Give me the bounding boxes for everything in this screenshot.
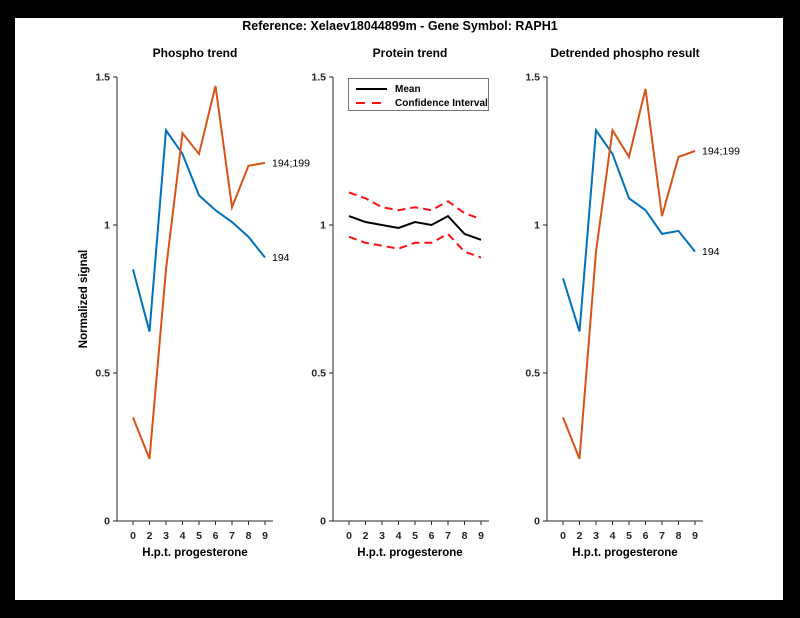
svg-text:194;199: 194;199 <box>272 157 310 169</box>
legend-label-confidence-interval: Confidence Interval <box>395 97 488 109</box>
svg-text:7: 7 <box>445 530 451 542</box>
svg-text:3: 3 <box>163 530 169 542</box>
svg-text:0: 0 <box>104 516 110 528</box>
svg-text:3: 3 <box>379 530 385 542</box>
svg-text:0: 0 <box>320 516 326 528</box>
svg-text:4: 4 <box>395 530 401 542</box>
svg-text:194;199: 194;199 <box>702 146 740 158</box>
svg-text:0.5: 0.5 <box>526 368 541 380</box>
legend-label-mean: Mean <box>395 83 421 95</box>
confidence-interval-line-swatch <box>356 102 387 104</box>
svg-text:0: 0 <box>130 530 136 542</box>
svg-text:1: 1 <box>320 220 326 232</box>
legend: Mean Confidence Interval <box>348 78 489 111</box>
svg-text:7: 7 <box>229 530 235 542</box>
svg-text:1.5: 1.5 <box>311 72 326 84</box>
svg-text:1.5: 1.5 <box>526 72 541 84</box>
svg-text:5: 5 <box>412 530 418 542</box>
x-axis-label-detrended: H.p.t. progesterone <box>572 547 678 559</box>
svg-text:1: 1 <box>534 220 540 232</box>
plot-title-detrended: Detrended phospho result <box>550 46 700 60</box>
svg-text:7: 7 <box>659 530 665 542</box>
svg-text:0: 0 <box>534 516 540 528</box>
svg-text:2: 2 <box>362 530 368 542</box>
svg-text:9: 9 <box>692 530 698 542</box>
figure-title: Reference: Xelaev18044899m - Gene Symbol… <box>242 19 558 33</box>
svg-text:194: 194 <box>702 246 720 258</box>
mean-line-swatch <box>356 88 387 90</box>
svg-text:0.5: 0.5 <box>95 368 110 380</box>
legend-item-mean: Mean <box>356 82 488 96</box>
svg-text:8: 8 <box>461 530 467 542</box>
svg-text:3: 3 <box>593 530 599 542</box>
svg-text:4: 4 <box>610 530 616 542</box>
svg-text:6: 6 <box>213 530 219 542</box>
svg-text:0.5: 0.5 <box>311 368 326 380</box>
svg-text:8: 8 <box>246 530 252 542</box>
svg-text:6: 6 <box>428 530 434 542</box>
plot-title-protein: Protein trend <box>372 46 448 60</box>
svg-text:9: 9 <box>478 530 484 542</box>
svg-text:2: 2 <box>147 530 153 542</box>
svg-text:5: 5 <box>196 530 202 542</box>
svg-text:8: 8 <box>676 530 682 542</box>
svg-text:2: 2 <box>577 530 583 542</box>
svg-text:5: 5 <box>626 530 632 542</box>
svg-text:0: 0 <box>560 530 566 542</box>
svg-text:194: 194 <box>272 252 290 264</box>
svg-text:9: 9 <box>262 530 268 542</box>
svg-text:1: 1 <box>104 220 110 232</box>
svg-text:1.5: 1.5 <box>95 72 110 84</box>
svg-text:0: 0 <box>346 530 352 542</box>
svg-text:4: 4 <box>180 530 186 542</box>
plot-title-phospho: Phospho trend <box>152 46 238 60</box>
protein-trend-chart: 00.511.50 2 3 4 5 6 7 8 9 <box>311 72 489 542</box>
x-axis-label-protein: H.p.t. progesterone <box>357 547 463 559</box>
x-axis-label-phospho: H.p.t. progesterone <box>142 547 248 559</box>
svg-text:6: 6 <box>643 530 649 542</box>
legend-item-confidence-interval: Confidence Interval <box>356 96 488 110</box>
